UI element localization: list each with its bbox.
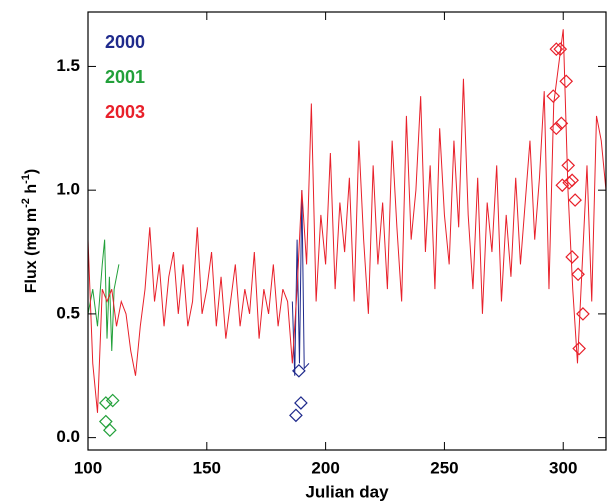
diamond-marker (289, 408, 303, 423)
plot-area (88, 29, 606, 438)
diamond-marker (571, 267, 585, 282)
diamond-marker (559, 74, 574, 89)
y-tick-label: 1.0 (56, 180, 80, 199)
diamond-marker (294, 396, 308, 410)
y-label-sup: -2 (20, 198, 32, 208)
diamond-marker (553, 42, 568, 56)
x-tick-label: 100 (74, 458, 102, 477)
diamond-marker (572, 341, 586, 356)
diamond-marker (546, 89, 561, 103)
y-tick-label: 0.0 (56, 427, 80, 446)
diamond-marker (554, 116, 569, 131)
x-axis-label: Julian day (305, 482, 389, 501)
diamond-marker (292, 363, 306, 378)
diamond-marker (565, 250, 579, 264)
diamond-marker (555, 178, 570, 193)
x-tick-label: 200 (311, 458, 339, 477)
plot-frame (87, 11, 607, 451)
diamond-marker (98, 414, 113, 429)
diamond-marker (103, 423, 117, 438)
y-label-part: ) (23, 169, 40, 174)
diamond-marker (561, 158, 576, 173)
y-tick-label: 0.5 (56, 303, 80, 322)
y-label-part: Flux (mg m (23, 208, 40, 293)
diamond-marker (98, 396, 113, 410)
x-tick-label: 250 (430, 458, 458, 477)
x-tick-label: 150 (193, 458, 221, 477)
diamond-marker (565, 173, 579, 188)
series-line (88, 239, 120, 352)
y-tick-label: 1.5 (56, 56, 80, 75)
diamond-marker (549, 42, 564, 56)
x-tick-label: 300 (549, 458, 577, 477)
legend-entry: 2003 (105, 102, 145, 122)
y-label-part: h (23, 184, 40, 198)
y-axis-label: Flux (mg m-2 h-1) (20, 169, 40, 293)
diamond-marker (568, 193, 582, 207)
y-label-sup: -1 (20, 174, 32, 184)
diamond-marker (576, 307, 590, 321)
series-line (88, 29, 606, 413)
legend-entry: 2000 (105, 32, 145, 52)
series-line (291, 190, 310, 376)
diamond-marker (549, 121, 564, 136)
legend-entry: 2001 (105, 67, 145, 87)
diamond-marker (562, 175, 577, 190)
diamond-marker (105, 393, 120, 408)
